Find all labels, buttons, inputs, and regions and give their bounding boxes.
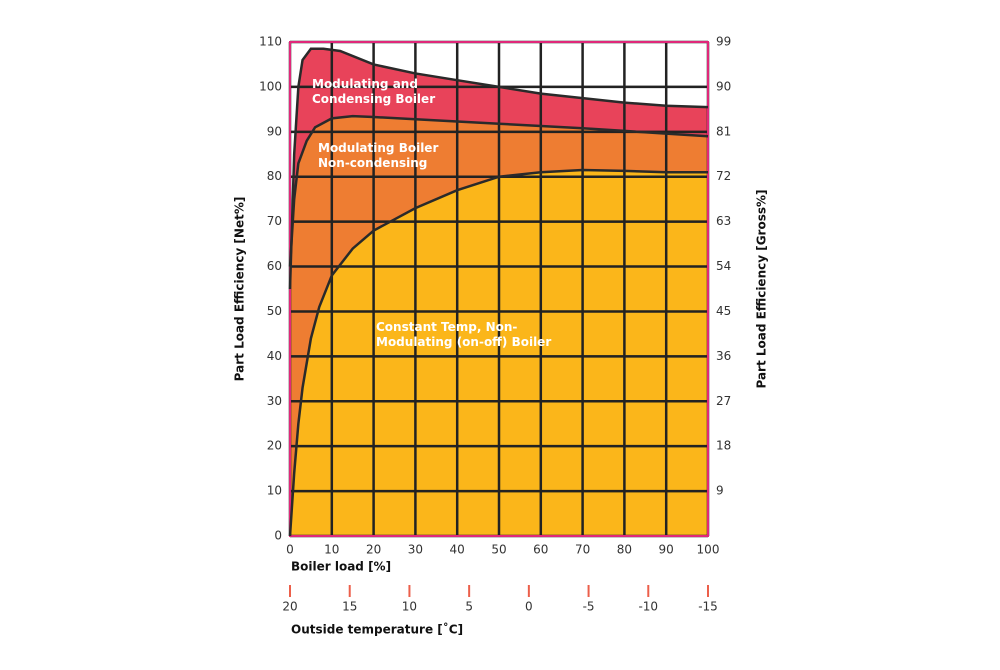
series-label: Modulating and Condensing Boiler (312, 77, 436, 106)
y-tick-label: 30 (267, 394, 282, 408)
y2-tick-label: 54 (716, 259, 731, 273)
x-tick-label: 60 (533, 543, 548, 557)
y2-tick-label: 99 (716, 35, 731, 49)
y2-tick-label: 81 (716, 124, 731, 138)
y2-tick-label: 36 (716, 349, 731, 363)
x2-tick-label: 5 (465, 600, 473, 614)
y-tick-label: 10 (267, 484, 282, 498)
y-tick-label: 110 (259, 35, 282, 49)
y-tick-label: 80 (267, 169, 282, 183)
y2-axis-label: Part Load Efficiency [Gross%] (755, 189, 769, 388)
y-tick-label: 50 (267, 304, 282, 318)
x-axis-label: Boiler load [%] (291, 560, 391, 574)
x-tick-label: 40 (450, 543, 465, 557)
x-tick-label: 50 (491, 543, 506, 557)
y-tick-label: 0 (274, 529, 282, 543)
y2-tick-label: 72 (716, 169, 731, 183)
x-tick-label: 90 (659, 543, 674, 557)
line (288, 47, 709, 290)
y-tick-label: 40 (267, 349, 282, 363)
y-tick-label: 60 (267, 259, 282, 273)
x-tick-label: 80 (617, 543, 632, 557)
x2-axis-label: Outside temperature [˚C] (291, 622, 463, 637)
line (288, 168, 708, 537)
x2-tick-label: 20 (282, 600, 297, 614)
y2-tick-label: 27 (716, 394, 731, 408)
x-tick-label: 0 (286, 543, 294, 557)
y2-tick-label: 18 (716, 439, 731, 453)
y-tick-label: 20 (267, 439, 282, 453)
x2-tick-label: -15 (698, 600, 718, 614)
y-tick-label: 70 (267, 214, 282, 228)
y2-tick-label: 63 (716, 214, 731, 228)
y2-tick-label: 90 (716, 79, 731, 93)
y-axis-label: Part Load Efficiency [Net%] (233, 197, 247, 382)
series-label: Constant Temp, Non-Modulating (on-off) B… (376, 320, 552, 349)
x2-tick-label: 0 (525, 600, 533, 614)
x-tick-label: 70 (575, 543, 590, 557)
y2-tick-label: 9 (716, 484, 724, 498)
x2-tick-label: 10 (402, 600, 417, 614)
y-tick-label: 100 (259, 79, 282, 93)
line (288, 114, 709, 267)
y2-tick-label: 45 (716, 304, 731, 318)
x2-tick-label: -10 (638, 600, 658, 614)
x-tick-label: 20 (366, 543, 381, 557)
x-tick-label: 100 (697, 543, 720, 557)
y-tick-label: 90 (267, 124, 282, 138)
series-label: Modulating Boiler Non-condensing (318, 141, 439, 170)
x-tick-label: 30 (408, 543, 423, 557)
x-tick-label: 10 (324, 543, 339, 557)
x2-tick-label: 15 (342, 600, 357, 614)
x2-tick-label: -5 (583, 600, 595, 614)
